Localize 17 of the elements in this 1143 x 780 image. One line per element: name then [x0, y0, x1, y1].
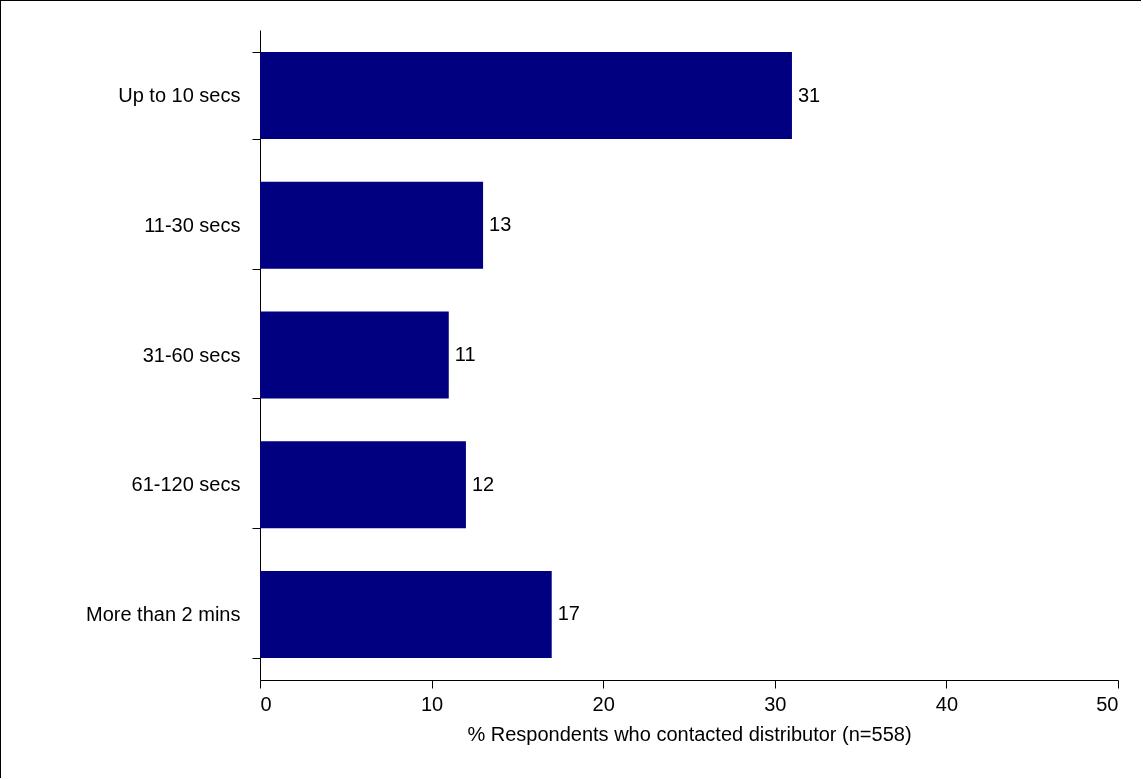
x-tick-label: 10 — [420, 692, 444, 715]
x-tick-label: 0 — [260, 692, 272, 715]
y-tick-label: 11-30 secs — [144, 213, 241, 236]
y-tick-label: 31-60 secs — [142, 343, 241, 366]
x-tick-label: 30 — [764, 692, 787, 715]
x-tick-label: 50 — [1096, 692, 1119, 715]
x-tick-label: 40 — [935, 692, 959, 715]
x-tick-label: 20 — [592, 692, 615, 715]
y-tick-label: Up to 10 secs — [118, 84, 241, 107]
y-tick-label: 61-120 secs — [131, 473, 241, 496]
data-label: 31 — [797, 83, 821, 106]
data-label: 17 — [557, 602, 580, 625]
data-label: 13 — [489, 213, 512, 236]
x-axis-title: % Respondents who contacted distributor (n=558) — [467, 722, 912, 745]
data-label: 12 — [471, 472, 495, 495]
y-tick-label: More than 2 mins — [85, 602, 241, 625]
data-label: 11 — [454, 343, 476, 365]
